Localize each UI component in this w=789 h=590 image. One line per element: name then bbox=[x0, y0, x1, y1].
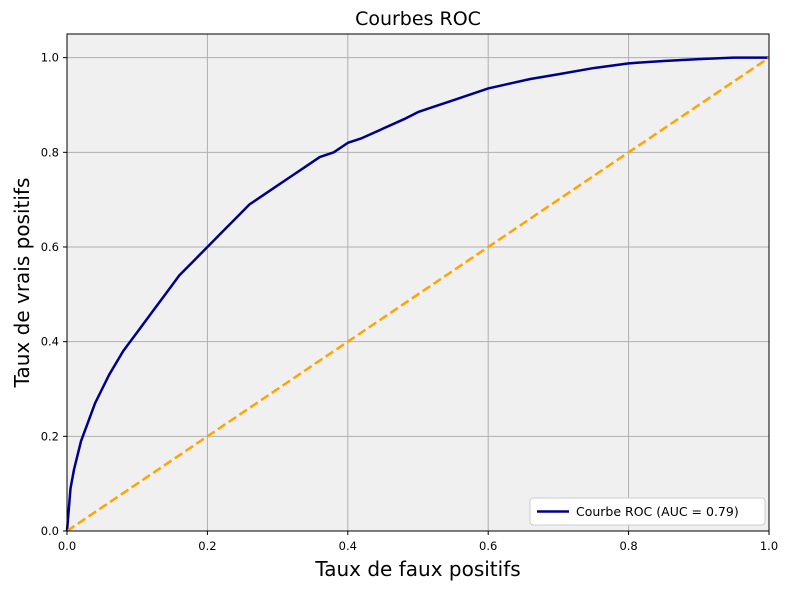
y-tick-label: 0.6 bbox=[41, 240, 59, 254]
y-tick-label: 0.8 bbox=[41, 145, 59, 159]
roc-curve-line bbox=[65, 56, 769, 532]
x-tick-label: 0.4 bbox=[339, 539, 357, 553]
x-tick-label: 0.8 bbox=[619, 539, 637, 553]
x-tick-label: 0.2 bbox=[198, 539, 216, 553]
y-tick-label: 0.2 bbox=[41, 429, 59, 443]
legend: Courbe ROC (AUC = 0.79) bbox=[529, 497, 766, 526]
y-axis-label: Taux de vrais positifs bbox=[10, 178, 34, 389]
chance-diagonal-line bbox=[66, 56, 770, 533]
plot-frame bbox=[66, 33, 770, 532]
series-layer bbox=[65, 56, 770, 533]
x-tick-label: 1.0 bbox=[760, 539, 778, 553]
legend-box bbox=[529, 497, 766, 526]
y-tick-label: 0.0 bbox=[41, 524, 59, 538]
y-tick-label: 0.4 bbox=[41, 335, 59, 349]
plot-area bbox=[67, 34, 769, 531]
chart-title: Courbes ROC bbox=[355, 8, 481, 30]
x-axis-label: Taux de faux positifs bbox=[314, 557, 520, 581]
axis-ticks: 0.0 0.2 0.4 0.6 0.8 1.0 0.0 0.2 0.4 0.6 0.8 1.0 bbox=[41, 51, 778, 553]
y-tick-label: 1.0 bbox=[41, 51, 59, 65]
legend-label: Courbe ROC (AUC = 0.79) bbox=[576, 504, 739, 519]
x-tick-label: 0.6 bbox=[479, 539, 497, 553]
x-tick-label: 0.0 bbox=[58, 539, 76, 553]
